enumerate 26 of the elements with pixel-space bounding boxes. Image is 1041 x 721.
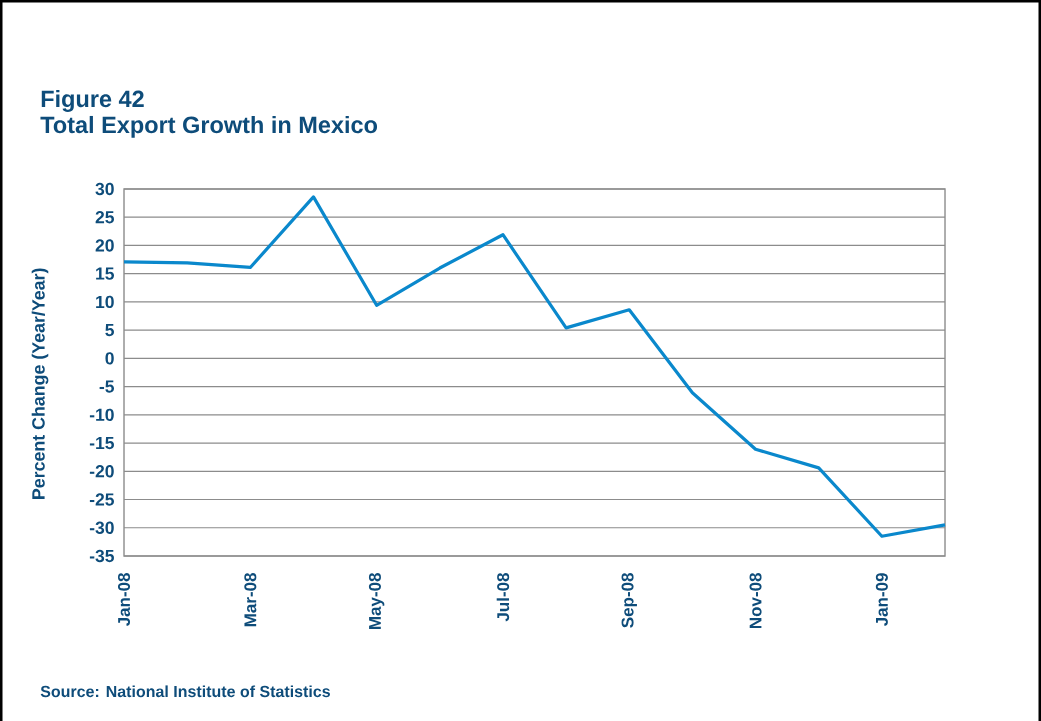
chart-title: Figure 42 <box>41 89 144 112</box>
x-tick-label: Nov-08 <box>749 573 762 629</box>
y-tick-label: -35 <box>89 549 114 563</box>
x-tick-label: Sep-08 <box>621 573 637 628</box>
y-tick-label: 15 <box>96 267 114 280</box>
y-tick-label: 5 <box>105 324 115 337</box>
y-tick-label: 30 <box>95 182 114 196</box>
y-tick-label: -5 <box>99 380 115 393</box>
y-tick-label: -20 <box>89 465 114 478</box>
y-tick-label: -15 <box>89 436 114 450</box>
y-tick-label: -30 <box>89 521 114 534</box>
y-axis-title: Percent Change (Year/Year) <box>31 268 49 499</box>
y-tick-label: -25 <box>89 493 114 506</box>
x-tick-label: Jul-08 <box>496 573 510 622</box>
y-tick-label: 10 <box>96 295 114 309</box>
y-tick-label: 0 <box>105 352 114 365</box>
x-tick-label: Mar-08 <box>244 573 257 627</box>
chart-subtitle: Total Export Growth in Mexico <box>40 115 378 138</box>
line-series <box>122 195 947 538</box>
x-tick-label: Jan-09 <box>875 573 888 627</box>
x-tick-label: May-08 <box>368 573 385 629</box>
source-note: Source: National Institute of Statistics <box>40 685 330 698</box>
y-tick-label: 20 <box>95 239 114 252</box>
x-tick-label: Jan-08 <box>117 573 131 627</box>
y-tick-label: 25 <box>95 211 114 224</box>
y-tick-label: -10 <box>89 408 114 422</box>
